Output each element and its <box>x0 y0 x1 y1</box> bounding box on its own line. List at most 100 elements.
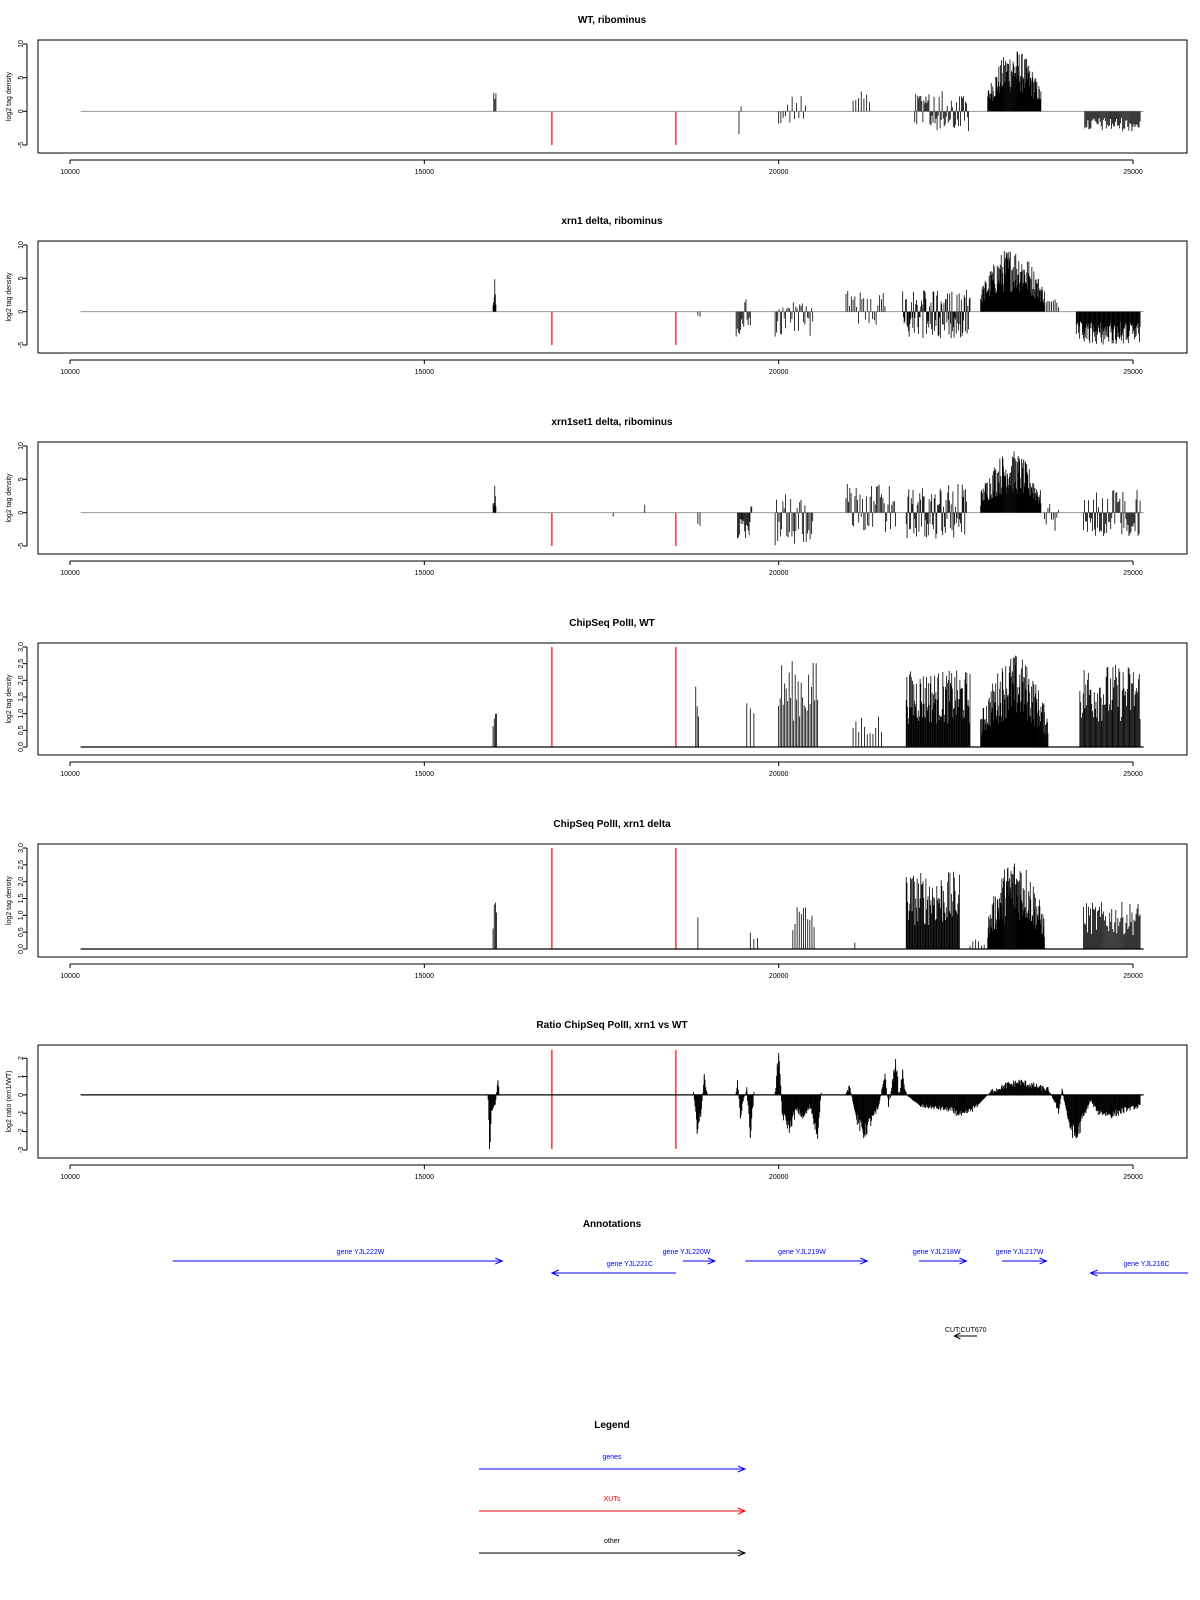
y-tick-label: 1 <box>18 1074 25 1078</box>
x-tick-label: 15000 <box>415 570 435 577</box>
y-tick-label: 5 <box>18 76 25 80</box>
plot-frame <box>37 441 1188 555</box>
annotations-panel: Annotations gene YJL222W gene YJL221C gene … <box>172 1219 1188 1340</box>
chart-panel: ChipSeq PolII, WT 0.0 0.5 1.0 1.5 2.0 2.5 3.0 lo… <box>6 618 1188 778</box>
gene-label: gene YJL219W <box>778 1249 826 1256</box>
y-axis-label: log2 tag density <box>6 674 13 724</box>
chart-panel: xrn1set1 delta, ribominus -5 0 5 10 log2 tag … <box>6 417 1188 577</box>
chart-title: WT, ribominus <box>578 15 647 26</box>
legend-item-label: genes <box>602 1454 622 1461</box>
y-tick-label: 10 <box>18 241 25 249</box>
legend-item: other <box>479 1538 747 1557</box>
y-tick-label: 2.0 <box>18 675 25 685</box>
y-tick-label: 1.5 <box>18 692 25 702</box>
y-tick-label: 0.0 <box>18 944 25 954</box>
legend-item: XUTs <box>479 1496 747 1515</box>
gene-arrow: gene YJL221C <box>550 1261 676 1277</box>
chart-title: ChipSeq PolII, xrn1 delta <box>553 819 671 830</box>
y-tick-label: -2 <box>18 1128 25 1134</box>
arrowhead-right-icon <box>1039 1257 1048 1265</box>
x-tick-label: 15000 <box>415 369 435 376</box>
legend-title: Legend <box>594 1420 630 1431</box>
y-tick-label: 3.0 <box>18 843 25 853</box>
y-tick-label: 2.5 <box>18 659 25 669</box>
x-tick-label: 25000 <box>1123 369 1143 376</box>
x-tick-label: 20000 <box>769 771 789 778</box>
y-tick-label: 0 <box>18 511 25 515</box>
y-tick-label: 10 <box>18 40 25 48</box>
gene-label: gene YJL220W <box>663 1249 711 1256</box>
gene-label: gene YJL221C <box>607 1261 653 1268</box>
chart-title: xrn1set1 delta, ribominus <box>551 417 673 428</box>
arrowhead-right-icon <box>860 1257 869 1265</box>
y-axis-label: log2 ratio (xrn1/WT) <box>6 1071 13 1133</box>
x-tick-label: 10000 <box>60 169 80 176</box>
y-tick-label: 5 <box>18 276 25 280</box>
y-tick-label: 0 <box>18 310 25 314</box>
arrowhead-right-icon <box>737 1549 747 1557</box>
x-tick-label: 25000 <box>1123 973 1143 980</box>
x-tick-label: 20000 <box>769 973 789 980</box>
plot-frame <box>37 843 1188 958</box>
y-tick-label: 1.0 <box>18 910 25 920</box>
y-tick-label: 0.5 <box>18 725 25 735</box>
chart-panel: Ratio ChipSeq PolII, xrn1 vs WT -3 -2 -1 0 1 2… <box>6 1020 1188 1181</box>
chart-panel: WT, ribominus -5 0 5 10 log2 tag density 10000… <box>6 15 1188 176</box>
y-tick-label: 10 <box>18 442 25 450</box>
legend-panel: Legend genes XUTs other <box>479 1420 747 1557</box>
legend-item: genes <box>479 1454 747 1473</box>
gene-arrow: gene YJL216C <box>1089 1261 1188 1277</box>
plot-frame <box>37 1044 1188 1159</box>
x-tick-label: 20000 <box>769 369 789 376</box>
y-axis-label: log2 tag density <box>6 473 13 523</box>
x-tick-label: 25000 <box>1123 169 1143 176</box>
arrowhead-right-icon <box>959 1257 968 1265</box>
chart-title: ChipSeq PolII, WT <box>569 618 655 629</box>
chart-panel: ChipSeq PolII, xrn1 delta 0.0 0.5 1.0 1.5 2.0… <box>6 819 1188 980</box>
x-tick-label: 15000 <box>415 771 435 778</box>
chart-panel: xrn1 delta, ribominus -5 0 5 10 log2 tag dens… <box>6 216 1188 376</box>
gene-arrow: gene YJL222W <box>172 1249 504 1265</box>
gene-arrow: gene YJL219W <box>745 1249 869 1265</box>
y-tick-label: 0.0 <box>18 742 25 752</box>
x-tick-label: 20000 <box>769 1174 789 1181</box>
y-tick-label: 0 <box>18 109 25 113</box>
arrowhead-left-icon <box>953 1332 961 1340</box>
gene-label: gene YJL216C <box>1123 1261 1169 1268</box>
arrowhead-right-icon <box>495 1257 504 1265</box>
gene-arrow: gene YJL220W <box>663 1249 717 1265</box>
x-tick-label: 10000 <box>60 1174 80 1181</box>
x-tick-label: 15000 <box>415 169 435 176</box>
y-tick-label: -5 <box>18 142 25 148</box>
chart-title: xrn1 delta, ribominus <box>561 216 663 227</box>
y-tick-label: 2.5 <box>18 860 25 870</box>
chart-title: Ratio ChipSeq PolII, xrn1 vs WT <box>536 1020 687 1031</box>
x-tick-label: 25000 <box>1123 771 1143 778</box>
y-tick-label: 1.0 <box>18 709 25 719</box>
x-tick-label: 25000 <box>1123 1174 1143 1181</box>
y-tick-label: 2 <box>18 1056 25 1060</box>
gene-arrow: gene YJL218W <box>913 1249 968 1265</box>
gene-label: gene YJL222W <box>337 1249 385 1256</box>
arrowhead-right-icon <box>737 1507 747 1515</box>
arrowhead-right-icon <box>707 1257 717 1265</box>
y-tick-label: -5 <box>18 342 25 348</box>
y-tick-label: 1.5 <box>18 894 25 904</box>
cut-label: CUT:CUT670 <box>945 1327 987 1334</box>
cut-arrow: CUT:CUT670 <box>945 1327 987 1340</box>
x-tick-label: 15000 <box>415 973 435 980</box>
x-tick-label: 10000 <box>60 570 80 577</box>
plot-frame <box>37 642 1188 756</box>
gene-label: gene YJL217W <box>996 1249 1044 1256</box>
y-axis-label: log2 tag density <box>6 875 13 925</box>
arrowhead-left-icon <box>1089 1269 1098 1277</box>
gene-arrow: gene YJL217W <box>996 1249 1048 1265</box>
y-tick-label: 0.5 <box>18 927 25 937</box>
x-tick-label: 15000 <box>415 1174 435 1181</box>
x-tick-label: 10000 <box>60 771 80 778</box>
x-tick-label: 20000 <box>769 169 789 176</box>
x-tick-label: 25000 <box>1123 570 1143 577</box>
plot-frame <box>37 240 1188 354</box>
y-tick-label: -5 <box>18 543 25 549</box>
